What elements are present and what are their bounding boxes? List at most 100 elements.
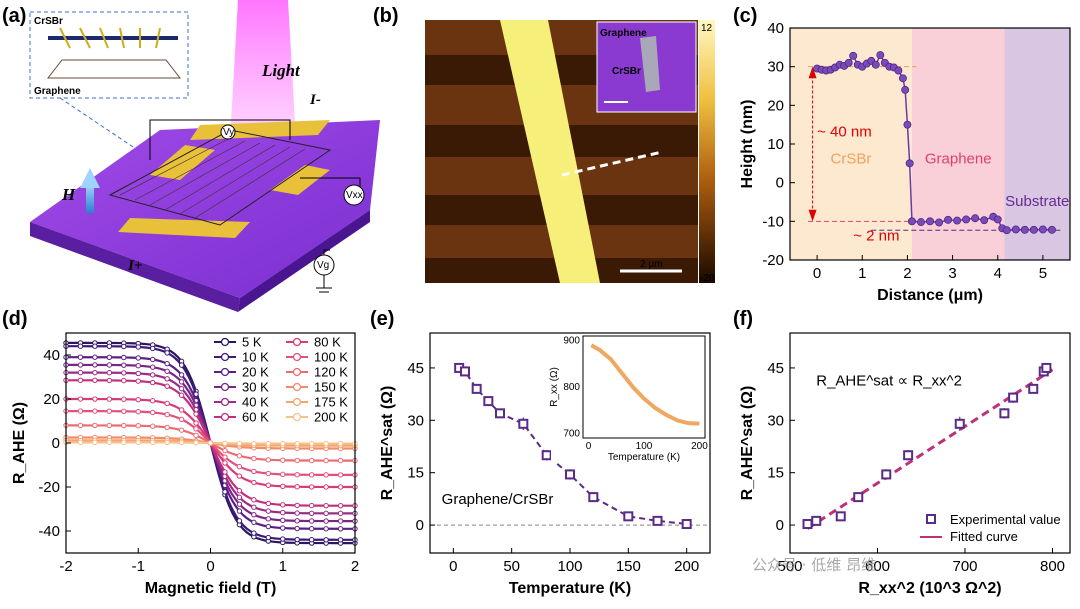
inset-graphene-label: Graphene xyxy=(34,86,81,97)
hall-point xyxy=(252,441,256,445)
data-point xyxy=(904,451,912,459)
x-tick-label: 0 xyxy=(813,265,821,282)
legend-label: 150 K xyxy=(314,380,348,395)
data-point xyxy=(882,470,890,478)
hall-point xyxy=(281,484,285,488)
y-tick-label: -20 xyxy=(38,479,60,496)
hall-point xyxy=(107,378,111,382)
data-point xyxy=(589,493,597,501)
hall-point xyxy=(151,399,155,403)
legend-label: 30 K xyxy=(242,380,269,395)
data-point xyxy=(683,520,691,528)
hall-point xyxy=(295,441,299,445)
hall-point xyxy=(266,458,270,462)
hall-point xyxy=(122,440,126,444)
hall-point xyxy=(165,401,169,405)
thickness-annotation: ~ 40 nm xyxy=(817,123,872,140)
hall-point xyxy=(136,397,140,401)
hall-point xyxy=(295,472,299,476)
hall-point xyxy=(338,473,342,477)
y-tick-label: 0 xyxy=(416,517,424,534)
hall-point xyxy=(136,440,140,444)
hall-point xyxy=(179,408,183,412)
x-tick-label: 200 xyxy=(674,558,699,575)
step-annotation: ~ 2 nm xyxy=(853,228,899,245)
x-tick-label: -1 xyxy=(132,558,145,575)
panel-a-label: (a) xyxy=(2,5,26,27)
hall-point xyxy=(107,409,111,413)
hall-point xyxy=(338,538,342,542)
panel-c-ylabel: Height (nm) xyxy=(739,100,756,189)
profile-point xyxy=(904,121,911,128)
hall-point xyxy=(295,519,299,523)
data-point xyxy=(854,493,862,501)
x-tick-label: 1 xyxy=(279,558,287,575)
field-arrow-icon xyxy=(86,185,94,213)
hall-point xyxy=(122,423,126,427)
legend-label: 80 K xyxy=(314,335,341,350)
y-tick-label: 30 xyxy=(767,59,784,76)
hall-point xyxy=(179,380,183,384)
hall-point xyxy=(281,441,285,445)
legend-label: 120 K xyxy=(314,365,348,380)
hall-point xyxy=(309,485,313,489)
profile-point xyxy=(872,61,879,68)
y-tick-label: -20 xyxy=(762,252,784,269)
scaling-relation: R_AHE^sat ∝ R_xx^2 xyxy=(816,372,962,389)
region-label: Substrate xyxy=(1005,193,1069,210)
hall-point xyxy=(309,511,313,515)
hall-point xyxy=(194,441,198,445)
data-point xyxy=(1009,394,1017,402)
hall-point xyxy=(338,503,342,507)
x-tick-label: 1 xyxy=(858,265,866,282)
panel-d-xlabel: Magnetic field (T) xyxy=(145,580,277,597)
legend-label: 40 K xyxy=(242,395,269,410)
panel-f-scaling: (f) 500 600 700 8000153045 R_xx^2 (10^3 Ω^2… xyxy=(733,308,1070,597)
y-tick-label: 0 xyxy=(52,435,60,452)
profile-point xyxy=(1012,226,1019,233)
hall-point xyxy=(281,472,285,476)
hall-point xyxy=(252,505,256,509)
hall-point xyxy=(122,397,126,401)
x-tick-label: 4 xyxy=(994,265,1002,282)
hall-point xyxy=(223,470,227,474)
inset-y-tick-label: 900 xyxy=(563,336,580,347)
hall-point xyxy=(151,440,155,444)
hall-point xyxy=(324,538,328,542)
hall-point xyxy=(78,440,82,444)
hall-point xyxy=(136,424,140,428)
panel-e-temperature-dependence: (e) 0 50 100 150 2000153045 Temperature (K) … xyxy=(370,308,710,597)
hall-point xyxy=(338,485,342,489)
profile-point xyxy=(895,67,902,74)
data-point xyxy=(804,520,812,528)
hall-point xyxy=(165,369,169,373)
panel-a-device-schematic: (a) Light CrSBr Graphene xyxy=(2,0,380,312)
hall-point xyxy=(338,458,342,462)
hall-point xyxy=(309,441,313,445)
hall-point xyxy=(237,441,241,445)
i-minus-label: I- xyxy=(309,92,321,108)
profile-point xyxy=(926,218,933,225)
colorbar-top: 12 xyxy=(701,23,713,34)
i-plus-label: I+ xyxy=(127,258,142,274)
hall-point xyxy=(151,365,155,369)
panel-e-ylabel: R_AHE^sat (Ω) xyxy=(379,386,396,501)
hall-point xyxy=(136,364,140,368)
hall-point xyxy=(252,513,256,517)
data-point xyxy=(496,409,504,417)
hall-point xyxy=(136,345,140,349)
profile-point xyxy=(994,216,1001,223)
hall-point xyxy=(78,378,82,382)
hall-point xyxy=(295,485,299,489)
hall-point xyxy=(78,355,82,359)
region-label: CrSBr xyxy=(831,150,872,167)
hall-point xyxy=(252,480,256,484)
hall-point xyxy=(107,423,111,427)
hall-point xyxy=(295,458,299,462)
legend-label: Fitted curve xyxy=(950,529,1018,544)
hall-point xyxy=(107,371,111,375)
hall-point xyxy=(165,361,169,365)
legend-label: 200 K xyxy=(314,410,348,425)
hall-point xyxy=(309,458,313,462)
hall-point xyxy=(165,425,169,429)
